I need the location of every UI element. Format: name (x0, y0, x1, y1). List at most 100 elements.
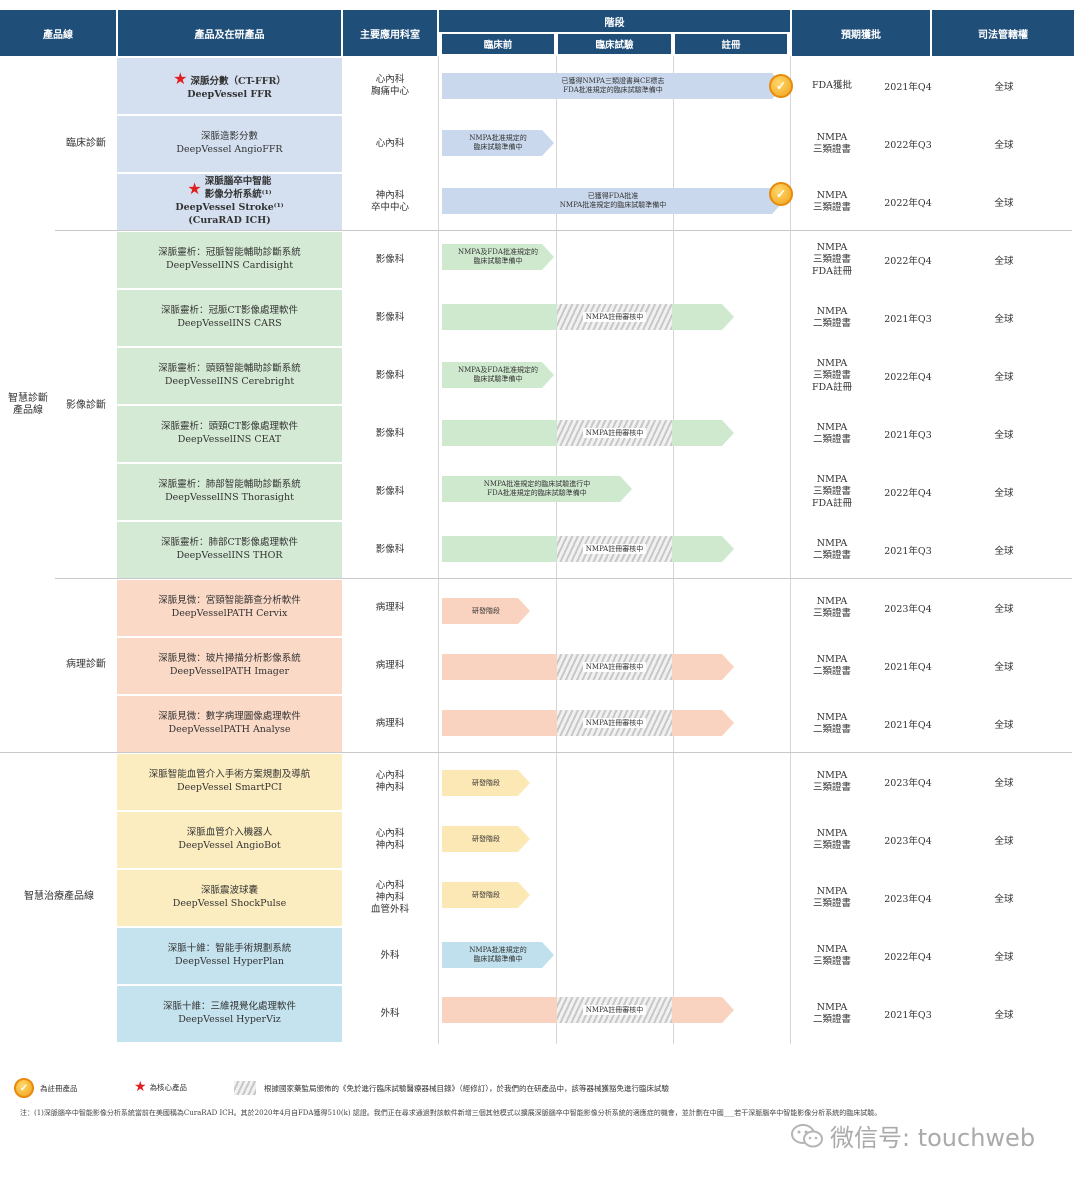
wechat-icon (791, 1123, 823, 1147)
legend-registered: ✓ 為註冊產品 (14, 1078, 78, 1098)
hatch-exempt-segment: NMPA註冊審核中 (557, 536, 672, 562)
approval-date: 2021年Q3 (884, 430, 932, 441)
jurisdiction: 全球 (994, 662, 1014, 673)
expected-approval: NMPA 二類證書 (812, 306, 851, 329)
product-name-en: DeepVessel ShockPulse (172, 898, 287, 909)
header-stage: 階段 (439, 10, 790, 32)
stage-bar: NMPA批准規定的 臨床試驗準備中 (442, 130, 554, 156)
approval-date: 2023年Q4 (884, 894, 932, 905)
department: 心內科 神內科 血管外科 (370, 880, 409, 915)
department: 影像科 (375, 428, 405, 440)
product-name-zh: 深脈靈析：頭頸CT影像處理軟件 (160, 421, 299, 433)
category-treatment-line: 智慧治療產品線 (24, 890, 94, 902)
product-cell: 深脈震波球囊 DeepVessel ShockPulse (117, 870, 342, 926)
product-name-en: DeepVesselPATH Cervix (171, 608, 288, 619)
hatch-exempt-segment: NMPA註冊審核中 (557, 997, 672, 1023)
category-clinical: 臨床診斷 (66, 137, 106, 149)
product-name-en: DeepVessel SmartPCI (177, 782, 282, 793)
product-name-zh: 深脈震波球囊 (200, 885, 258, 897)
approval-date: 2022年Q4 (884, 488, 932, 499)
jurisdiction: 全球 (994, 1010, 1014, 1021)
header-product-line: 產品線 (0, 10, 116, 56)
jurisdiction: 全球 (994, 82, 1014, 93)
stage-bar: 已獲得FDA批准 NMPA批准規定的臨床試驗準備中 (442, 188, 784, 214)
department: 心內科 (375, 138, 405, 150)
expected-approval: NMPA 三類證書 (812, 596, 851, 619)
header-jurisdiction: 司法管轄權 (932, 10, 1074, 56)
wechat-watermark: 微信号: touchweb (790, 1118, 1035, 1153)
product-name-zh: 深脈智能血管介入手術方案規劃及導航 (148, 769, 311, 781)
approval-date: 2021年Q4 (884, 720, 932, 731)
department: 影像科 (375, 370, 405, 382)
jurisdiction: 全球 (994, 488, 1014, 499)
core-star-icon: ★ (134, 1079, 147, 1095)
product-name-en: DeepVesselPATH Analyse (168, 724, 291, 735)
product-name-zh: 深脈靈析：冠脈CT影像處理軟件 (160, 305, 299, 317)
expected-approval: FDA獲批 (811, 80, 853, 92)
stage-bar: NMPA批准規定的臨床試驗進行中 FDA批准規定的臨床試驗準備中 (442, 476, 632, 502)
jurisdiction: 全球 (994, 952, 1014, 963)
product-cell: 深脈十維：智能手術規劃系統 DeepVessel HyperPlan (117, 928, 342, 984)
stage-bar: 研發階段 (442, 770, 530, 796)
product-name-zh: 深脈靈析：肺部CT影像處理軟件 (160, 537, 299, 549)
category-imaging: 影像診斷 (66, 399, 106, 411)
product-name-zh: 深脈靈析：頭頸智能輔助診斷系統 (158, 363, 301, 375)
product-name-en: DeepVesselINS Thorasight (165, 492, 294, 503)
product-name-en: DeepVesselINS CEAT (177, 434, 282, 445)
hatch-exempt-segment: NMPA註冊審核中 (557, 710, 672, 736)
legend-registered-label: 為註冊產品 (40, 1083, 78, 1093)
registered-medal-icon: ✓ (14, 1078, 34, 1098)
product-cell: 深脈血管介入機器人 DeepVessel AngioBot (117, 812, 342, 868)
jurisdiction: 全球 (994, 604, 1014, 615)
registered-medal-icon: ✓ (769, 182, 793, 206)
product-name-zh: 深脈血管介入機器人 (186, 827, 273, 839)
jurisdiction: 全球 (994, 836, 1014, 847)
product-name-en: DeepVesselPATH Imager (169, 666, 290, 677)
department: 心內科 胸痛中心 (370, 74, 409, 97)
watermark-text: 微信号: touchweb (830, 1124, 1036, 1152)
stage-bar: 研發階段 (442, 826, 530, 852)
product-cell: 深脈靈析：肺部智能輔助診斷系統 DeepVesselINS Thorasight (117, 464, 342, 520)
product-cell: 深脈靈析：冠脈智能輔助診斷系統 DeepVesselINS Cardisight (117, 232, 342, 288)
approval-date: 2022年Q4 (884, 952, 932, 963)
stage-bar: NMPA批准規定的 臨床試驗準備中 (442, 942, 554, 968)
department: 外科 (380, 1008, 400, 1020)
jurisdiction: 全球 (994, 372, 1014, 383)
product-name-en: DeepVessel AngioFFR (176, 144, 283, 155)
approval-date: 2021年Q4 (884, 662, 932, 673)
department: 影像科 (375, 254, 405, 266)
product-name-zh: 深脈造影分數 (200, 131, 258, 143)
product-name-en: DeepVesselINS Cerebright (164, 376, 295, 387)
approval-date: 2022年Q3 (884, 140, 932, 151)
approval-date: 2023年Q4 (884, 836, 932, 847)
jurisdiction: 全球 (994, 314, 1014, 325)
expected-approval: NMPA 二類證書 (812, 422, 851, 445)
stage-bar: 已獲得NMPA三類證書與CE標志 FDA批准規定的臨床試驗準備中 (442, 73, 784, 99)
expected-approval: NMPA 三類證書 FDA註冊 (811, 358, 853, 393)
expected-approval: NMPA 二類證書 (812, 1002, 851, 1025)
stage-bar: 研發階段 (442, 882, 530, 908)
hatch-exempt-segment: NMPA註冊審核中 (557, 420, 672, 446)
department: 外科 (380, 950, 400, 962)
product-cell: 深脈靈析：頭頸CT影像處理軟件 DeepVesselINS CEAT (117, 406, 342, 462)
approval-date: 2022年Q4 (884, 198, 932, 209)
header-products: 產品及在研產品 (118, 10, 341, 56)
expected-approval: NMPA 三類證書 (812, 132, 851, 155)
department: 病理科 (375, 660, 405, 672)
category-diagnosis-line: 智慧診斷 產品線 (8, 392, 48, 417)
header-department: 主要應用科室 (343, 10, 437, 56)
jurisdiction: 全球 (994, 140, 1014, 151)
jurisdiction: 全球 (994, 894, 1014, 905)
product-name-en: DeepVessel Stroke⁽¹⁾ (CuraRAD ICH) (175, 202, 284, 226)
department: 神內科 卒中中心 (370, 190, 409, 213)
legend-exempt-label: 根據國家藥監局頒佈的《免於進行臨床試驗醫療器械目錄》（經修訂），於我們的在研產品… (264, 1083, 669, 1093)
stage-bar: 研發階段 (442, 598, 530, 624)
product-name-zh: 深脈十維：智能手術規劃系統 (167, 943, 292, 955)
product-cell: 深脈造影分數 DeepVessel AngioFFR (117, 116, 342, 172)
product-cell: 深脈見微：數字病理圖像處理軟件 DeepVesselPATH Analyse (117, 696, 342, 752)
stage-divider-left (438, 56, 439, 1044)
jurisdiction: 全球 (994, 546, 1014, 557)
department: 影像科 (375, 544, 405, 556)
expected-approval: NMPA 二類證書 (812, 654, 851, 677)
separator-clinical-imaging (55, 230, 1072, 231)
